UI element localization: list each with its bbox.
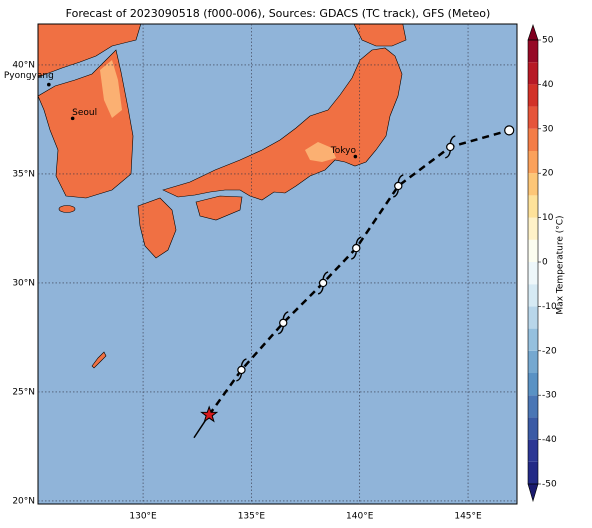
city-label: Seoul <box>72 108 97 118</box>
storm-swirl <box>278 311 289 335</box>
colorbar-bin <box>528 306 538 329</box>
storm-symbol <box>351 236 362 260</box>
map-frame <box>37 23 518 505</box>
colorbar-bin <box>528 328 538 351</box>
y-tick-label: 30°N <box>12 278 35 288</box>
kyushu <box>137 197 177 259</box>
colorbar-tick-label: 0 <box>542 258 548 268</box>
storm-eye <box>352 243 361 253</box>
colorbar-bin <box>528 284 538 307</box>
colorbar-bin <box>528 417 538 440</box>
colorbar-bin <box>528 84 538 107</box>
colorbar-tick-label: -40 <box>542 435 557 445</box>
storm-symbol <box>278 311 289 335</box>
storm-symbol <box>317 271 329 295</box>
storm-swirl <box>236 358 247 382</box>
storm-swirl <box>317 271 329 295</box>
city-dot <box>353 154 358 159</box>
highland <box>100 60 122 118</box>
x-tick-label: 130°E <box>129 512 157 522</box>
colorbar-bin <box>528 128 538 151</box>
colorbar-bin <box>528 173 538 196</box>
hokkaido <box>353 24 407 47</box>
colorbar-bin <box>528 395 538 418</box>
colorbar-bin <box>528 40 538 63</box>
storm-symbol <box>236 358 247 382</box>
track-forecast <box>208 129 510 416</box>
storm-eye <box>446 142 455 152</box>
colorbar-tick-label: 30 <box>542 124 554 134</box>
colorbar-tick-label: 40 <box>542 80 554 90</box>
y-tick-label: 40°N <box>12 60 35 70</box>
colorbar-bin <box>528 195 538 218</box>
x-tick-label: 145°E <box>454 512 482 522</box>
colorbar-bin <box>528 62 538 85</box>
x-tick-label: 140°E <box>346 512 374 522</box>
shikoku <box>195 195 243 221</box>
y-tick-label: 35°N <box>12 169 35 179</box>
colorbar-tick-label: -30 <box>542 391 557 401</box>
storm-symbol <box>445 135 456 159</box>
y-tick-label: 20°N <box>12 496 35 506</box>
alps <box>305 142 336 162</box>
colorbar-under <box>527 483 539 503</box>
jeju <box>58 205 76 213</box>
storm-eye <box>279 318 288 328</box>
colorbar-bin <box>528 217 538 240</box>
y-tick-label: 25°N <box>12 387 35 397</box>
title: Forecast of 2023090518 (f000-006), Sourc… <box>66 7 491 20</box>
colorbar-tick-label: -20 <box>542 346 557 356</box>
colorbar-tick-label: -50 <box>542 480 557 490</box>
city-dot <box>70 116 75 121</box>
storm-start <box>200 405 219 423</box>
storm-eye <box>237 365 246 375</box>
city-label: Pyongyang <box>4 71 54 81</box>
colorbar-bin <box>528 151 538 174</box>
colorbar-bin <box>528 239 538 262</box>
colorbar-bin <box>528 350 538 373</box>
storm-swirl <box>351 236 362 260</box>
colorbar-over <box>527 24 539 41</box>
storm-end <box>504 125 515 136</box>
storm-swirl <box>393 174 404 198</box>
colorbar-label: Max Temperature (°C) <box>556 215 566 314</box>
ryukyu <box>91 351 107 369</box>
city-label: Tokyo <box>330 146 357 156</box>
colorbar-bin <box>528 373 538 396</box>
colorbar-tick-label: -10 <box>542 302 557 312</box>
x-tick-label: 135°E <box>238 512 266 522</box>
colorbar-tick-label: 50 <box>542 36 554 46</box>
map <box>38 24 517 504</box>
colorbar-bin <box>528 106 538 129</box>
colorbar-tick-label: 20 <box>542 169 554 179</box>
colorbar-bin <box>528 461 538 484</box>
honshu <box>162 47 403 201</box>
colorbar-bin <box>528 439 538 462</box>
colorbar-tick-label: 10 <box>542 213 554 223</box>
colorbar-bin <box>528 262 538 285</box>
storm-swirl <box>445 135 456 159</box>
storm-eye <box>318 278 328 288</box>
storm-eye <box>394 181 403 191</box>
china <box>38 24 142 78</box>
storm-symbol <box>393 174 404 198</box>
city-dot <box>47 82 51 87</box>
